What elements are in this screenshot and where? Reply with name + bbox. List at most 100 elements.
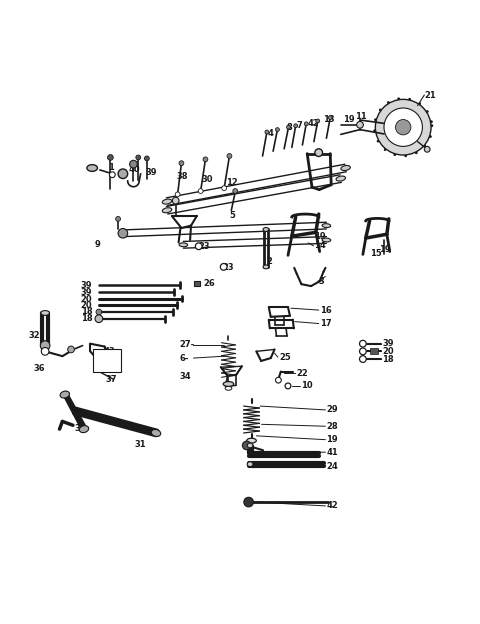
- Text: 40: 40: [129, 165, 140, 175]
- Text: 19: 19: [343, 115, 355, 125]
- Circle shape: [130, 160, 137, 168]
- Text: 20: 20: [81, 301, 92, 310]
- Circle shape: [68, 346, 74, 353]
- Text: 39: 39: [81, 281, 92, 290]
- Ellipse shape: [263, 265, 269, 269]
- Circle shape: [179, 161, 184, 165]
- Text: 12: 12: [226, 178, 237, 187]
- Circle shape: [222, 186, 227, 190]
- Circle shape: [396, 120, 411, 135]
- Text: 24: 24: [326, 462, 338, 471]
- Ellipse shape: [119, 232, 127, 235]
- Circle shape: [116, 217, 120, 222]
- Circle shape: [95, 315, 103, 323]
- Circle shape: [375, 99, 431, 155]
- Ellipse shape: [60, 391, 70, 398]
- Text: 4: 4: [268, 129, 274, 138]
- Ellipse shape: [151, 429, 161, 436]
- Text: 16: 16: [320, 306, 331, 314]
- Text: 35: 35: [74, 424, 86, 432]
- Text: 22: 22: [296, 369, 308, 378]
- Circle shape: [96, 309, 102, 315]
- Text: 34: 34: [179, 372, 191, 381]
- Text: 27-: 27-: [179, 340, 194, 349]
- Text: 32: 32: [29, 331, 40, 339]
- Text: 29: 29: [326, 406, 338, 414]
- Ellipse shape: [336, 176, 346, 181]
- Bar: [194, 281, 200, 286]
- Circle shape: [203, 157, 208, 162]
- Text: 36: 36: [34, 364, 45, 373]
- Circle shape: [136, 155, 141, 160]
- Ellipse shape: [225, 386, 232, 390]
- Circle shape: [328, 115, 332, 120]
- Circle shape: [118, 228, 128, 238]
- Text: 43: 43: [103, 347, 115, 356]
- Text: 19: 19: [379, 245, 391, 254]
- Text: 19: 19: [314, 232, 325, 241]
- Text: 5: 5: [229, 212, 235, 220]
- Circle shape: [220, 263, 227, 270]
- Text: 37: 37: [106, 374, 117, 384]
- Text: 11: 11: [355, 112, 367, 120]
- Circle shape: [233, 188, 238, 193]
- Text: 41: 41: [326, 447, 338, 457]
- Text: 26: 26: [204, 279, 215, 288]
- Ellipse shape: [162, 208, 172, 213]
- Text: 25: 25: [279, 353, 290, 362]
- Text: 2: 2: [266, 256, 272, 266]
- Bar: [370, 348, 378, 354]
- Text: 14: 14: [314, 241, 326, 250]
- Circle shape: [424, 147, 430, 152]
- Text: 33: 33: [106, 362, 117, 371]
- Text: 28: 28: [326, 422, 338, 431]
- Ellipse shape: [263, 228, 269, 232]
- Ellipse shape: [223, 382, 234, 386]
- Bar: [93, 349, 121, 373]
- Text: 13: 13: [324, 115, 335, 125]
- Circle shape: [118, 169, 128, 178]
- Ellipse shape: [322, 238, 331, 242]
- Circle shape: [360, 348, 366, 354]
- Ellipse shape: [87, 165, 97, 172]
- Ellipse shape: [79, 426, 89, 432]
- Ellipse shape: [247, 462, 253, 467]
- Text: 30: 30: [202, 175, 213, 184]
- Text: 18: 18: [81, 308, 92, 316]
- Text: 21: 21: [425, 90, 436, 100]
- Circle shape: [172, 197, 179, 204]
- Circle shape: [316, 119, 320, 123]
- Ellipse shape: [41, 311, 49, 315]
- Ellipse shape: [41, 341, 49, 346]
- Text: 42: 42: [307, 119, 319, 129]
- Circle shape: [265, 130, 269, 134]
- Text: 39: 39: [146, 168, 157, 177]
- Circle shape: [384, 108, 422, 147]
- Circle shape: [360, 356, 366, 363]
- Text: 23: 23: [223, 263, 234, 272]
- Circle shape: [242, 441, 251, 450]
- Text: 7: 7: [297, 121, 302, 130]
- Ellipse shape: [247, 443, 253, 448]
- Text: 31: 31: [134, 440, 146, 449]
- Circle shape: [108, 155, 113, 160]
- Text: 6-: 6-: [179, 354, 189, 363]
- Text: 17: 17: [320, 319, 331, 328]
- Text: 19: 19: [326, 435, 338, 444]
- Text: 18: 18: [81, 314, 92, 323]
- Circle shape: [287, 125, 290, 129]
- Text: 15: 15: [370, 249, 381, 258]
- Ellipse shape: [247, 438, 256, 443]
- Text: 42: 42: [326, 502, 338, 510]
- Circle shape: [360, 340, 366, 347]
- Circle shape: [40, 341, 50, 351]
- Text: 44: 44: [103, 354, 115, 364]
- Text: 39: 39: [382, 339, 394, 348]
- Circle shape: [285, 383, 291, 389]
- Ellipse shape: [322, 223, 331, 228]
- Text: 8: 8: [287, 123, 292, 132]
- Circle shape: [41, 348, 49, 355]
- Circle shape: [294, 124, 298, 128]
- Circle shape: [198, 188, 203, 193]
- Text: 3: 3: [319, 277, 324, 286]
